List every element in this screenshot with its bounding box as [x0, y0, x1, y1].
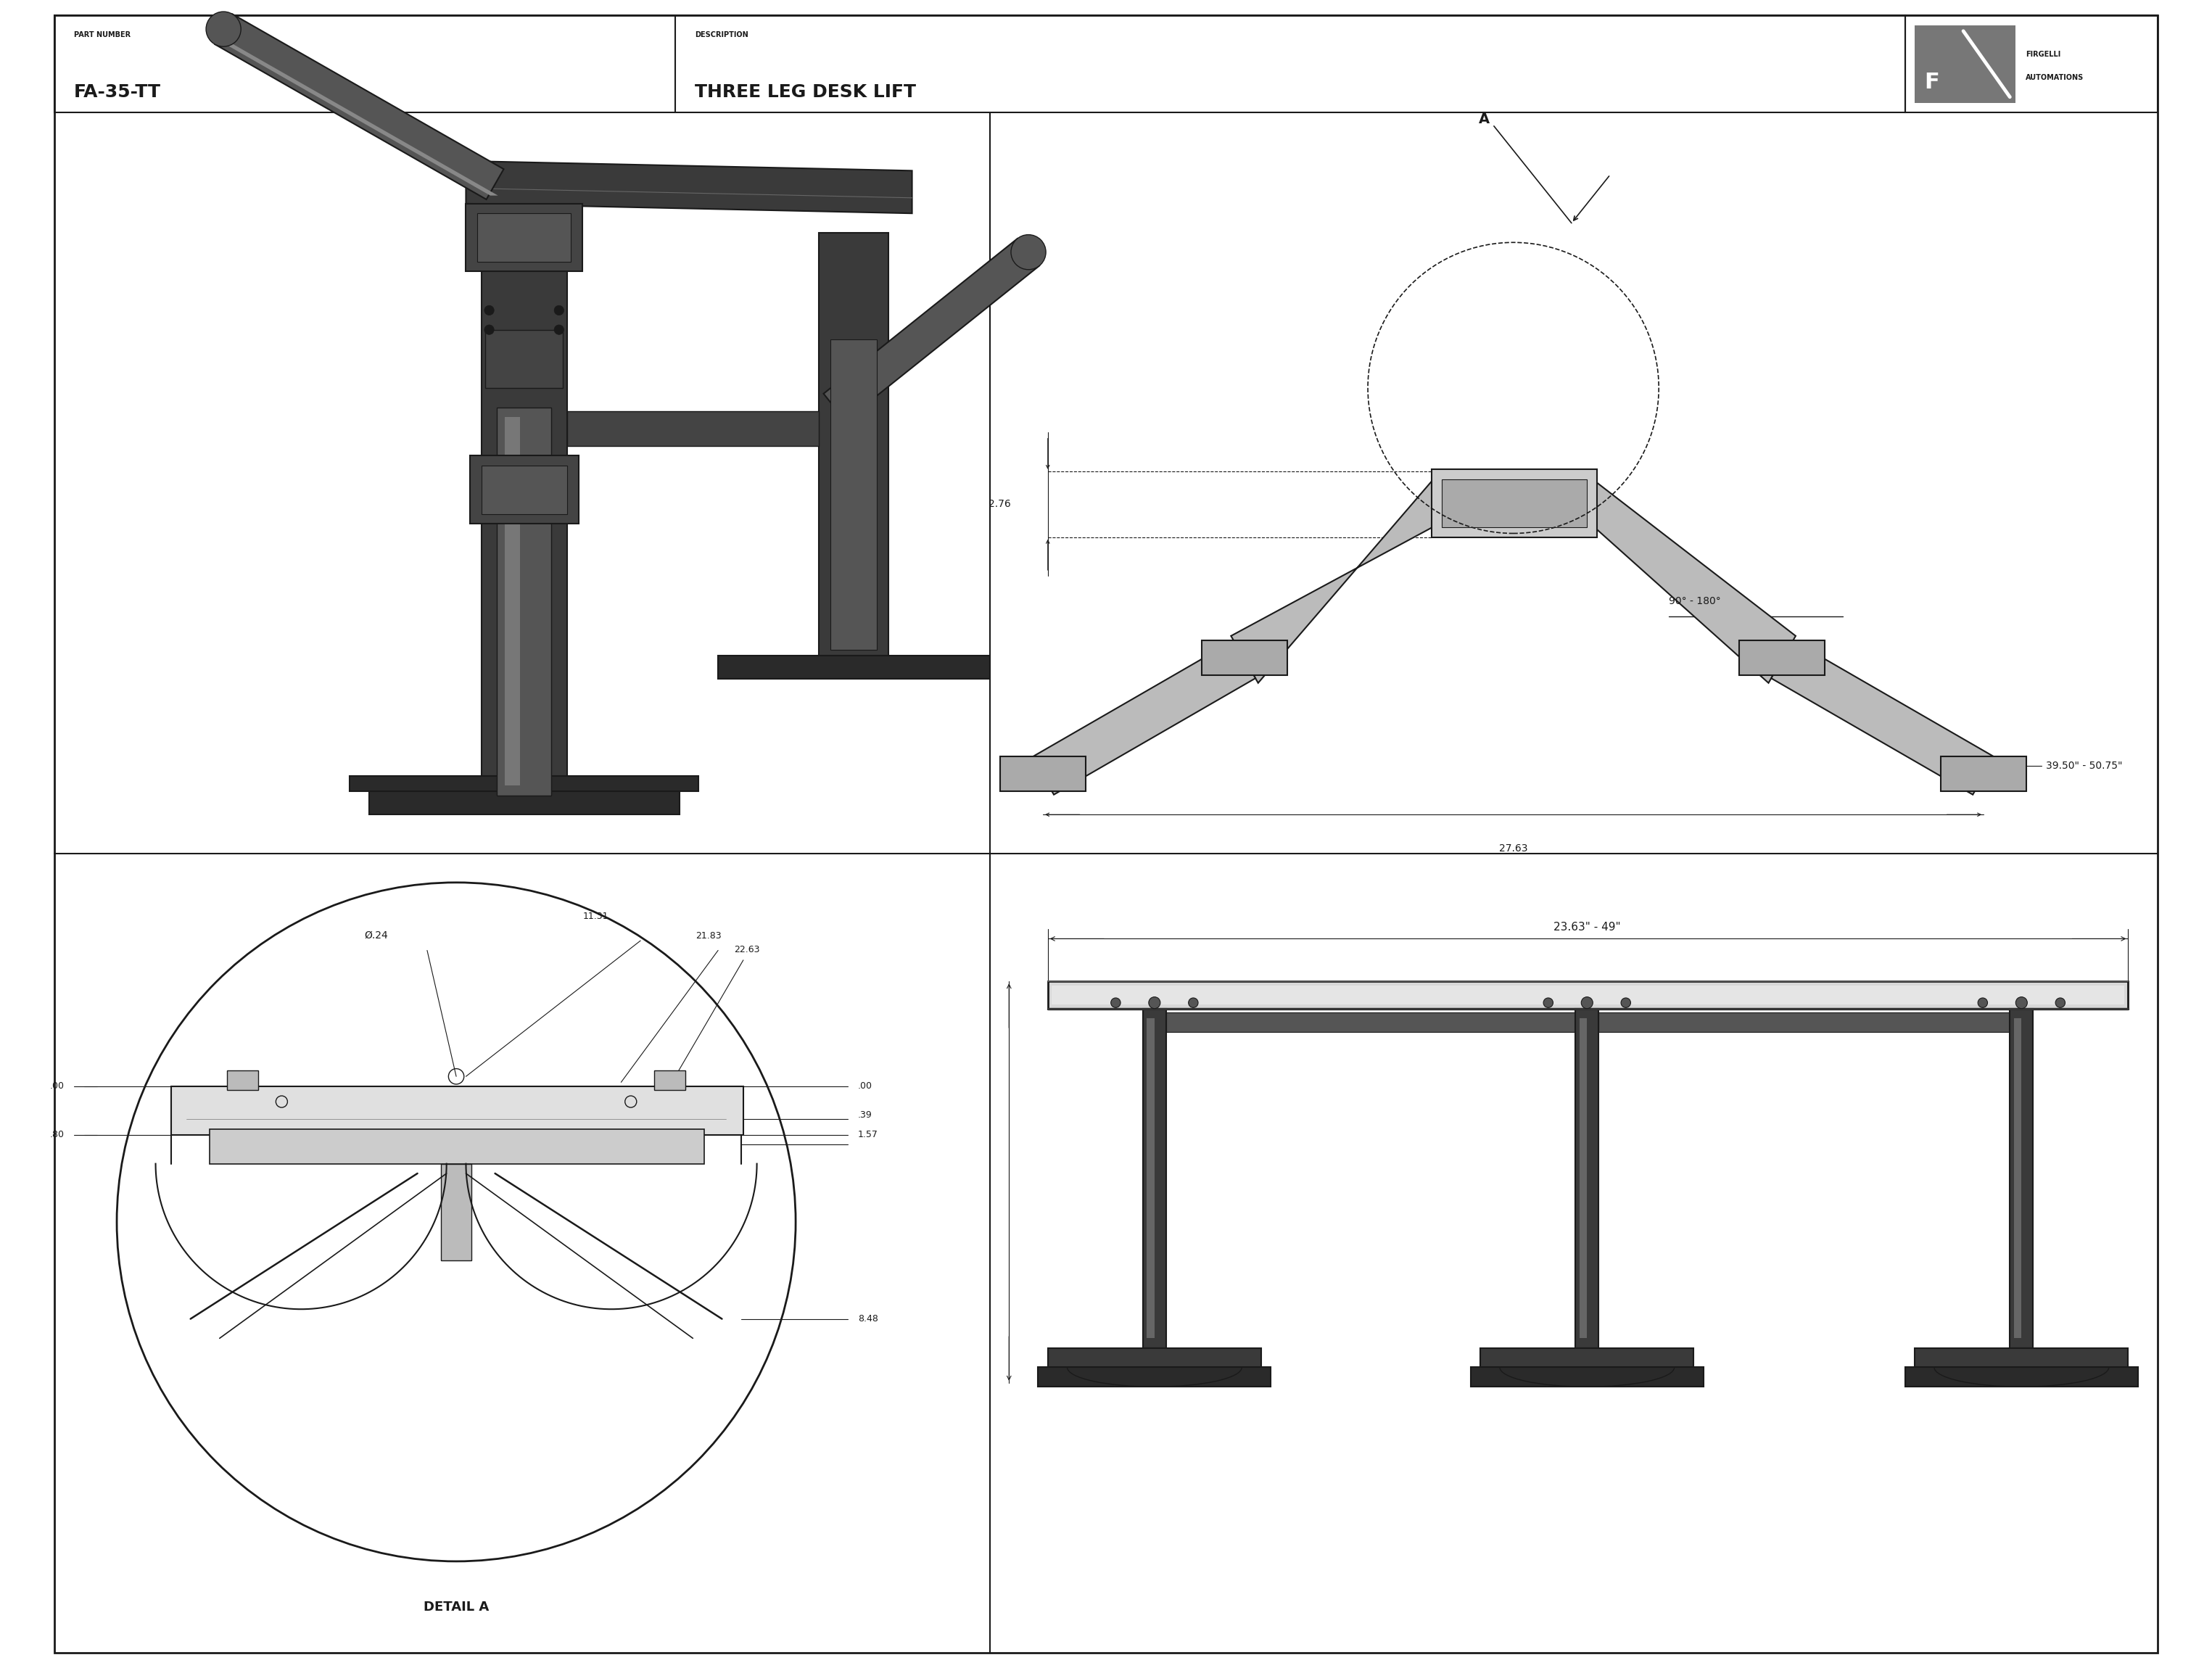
Text: DETAIL A: DETAIL A [422, 1601, 489, 1613]
Text: 22.63: 22.63 [734, 944, 761, 954]
Text: FIRGELLI: FIRGELLI [2026, 50, 2059, 58]
Text: 39.50" - 50.75": 39.50" - 50.75" [2046, 761, 2121, 771]
Bar [655, 1071, 686, 1089]
Bar [440, 1164, 471, 1261]
Bar [482, 465, 566, 514]
Bar [469, 455, 577, 524]
Text: 1.57: 1.57 [858, 1129, 878, 1139]
Text: 2.76: 2.76 [989, 499, 1011, 509]
Bar [1144, 1009, 1166, 1348]
Text: Ø.24: Ø.24 [365, 931, 389, 941]
Circle shape [484, 305, 493, 315]
Text: 21.83: 21.83 [695, 931, 721, 941]
Circle shape [1978, 997, 1989, 1007]
Bar [2013, 1017, 2022, 1338]
Bar [1051, 986, 2124, 1004]
Bar [467, 203, 582, 272]
Bar [566, 412, 818, 445]
Bar [719, 656, 989, 679]
Circle shape [555, 325, 564, 335]
Text: .80: .80 [51, 1129, 64, 1139]
Circle shape [2055, 997, 2066, 1007]
Bar [1480, 1348, 1694, 1371]
Text: .00: .00 [858, 1081, 872, 1091]
Bar [1916, 25, 2015, 103]
Text: .39: .39 [858, 1111, 872, 1119]
Circle shape [206, 12, 241, 47]
Polygon shape [215, 13, 504, 200]
Bar [1579, 1017, 1586, 1338]
Circle shape [1188, 997, 1199, 1007]
Bar [1471, 1368, 1703, 1386]
Bar [504, 417, 520, 786]
Bar [1048, 981, 2128, 1009]
Text: THREE LEG DESK LIFT: THREE LEG DESK LIFT [695, 83, 916, 100]
Text: 23.63" - 49": 23.63" - 49" [1553, 922, 1621, 932]
Bar [1431, 469, 1597, 537]
Bar [1905, 1368, 2137, 1386]
Text: 11.31: 11.31 [584, 912, 608, 921]
Circle shape [1148, 997, 1161, 1009]
Polygon shape [1595, 480, 1796, 682]
Bar [1146, 1017, 1155, 1338]
Text: A: A [1480, 112, 1489, 127]
Circle shape [555, 305, 564, 315]
Bar [210, 1129, 703, 1164]
Bar [1905, 15, 2157, 112]
Polygon shape [467, 162, 911, 214]
Bar [349, 776, 699, 791]
Bar [2011, 1009, 2033, 1348]
Bar [818, 234, 889, 659]
Bar [1575, 1009, 1599, 1348]
Bar [369, 791, 679, 814]
Bar [1166, 1012, 1575, 1032]
Text: DESCRIPTION: DESCRIPTION [695, 32, 748, 38]
Text: AUTOMATIONS: AUTOMATIONS [2026, 73, 2084, 82]
Bar [1940, 756, 2026, 791]
Text: 27.63: 27.63 [1500, 844, 1528, 854]
Bar [55, 112, 989, 854]
Bar [1201, 641, 1287, 676]
Bar [228, 1071, 259, 1089]
Circle shape [1582, 997, 1593, 1009]
Text: 8.48: 8.48 [858, 1314, 878, 1324]
Text: FA-35-TT: FA-35-TT [75, 83, 161, 100]
Polygon shape [1772, 641, 1995, 794]
Bar [484, 330, 562, 389]
Bar [55, 15, 1905, 112]
Circle shape [1011, 235, 1046, 270]
Bar [830, 339, 878, 651]
Circle shape [1544, 997, 1553, 1007]
Bar [482, 252, 566, 796]
Circle shape [484, 325, 493, 335]
Text: PART NUMBER: PART NUMBER [75, 32, 131, 38]
Polygon shape [823, 239, 1040, 420]
Polygon shape [1033, 641, 1256, 794]
Bar [498, 407, 551, 796]
Bar [1048, 1348, 1261, 1371]
Circle shape [1110, 997, 1121, 1007]
Bar [1599, 1012, 2011, 1032]
Bar [1739, 641, 1825, 676]
Bar [1000, 756, 1086, 791]
Circle shape [1621, 997, 1630, 1007]
Bar [1916, 1348, 2128, 1371]
Text: .00: .00 [51, 1081, 64, 1091]
Polygon shape [1232, 480, 1431, 682]
Bar [478, 214, 571, 262]
Text: 90° - 180°: 90° - 180° [1668, 595, 1721, 607]
Text: F: F [1924, 72, 1940, 93]
Bar [989, 854, 2157, 1653]
Bar [170, 1086, 743, 1134]
Bar [1037, 1368, 1272, 1386]
Circle shape [117, 882, 796, 1561]
Polygon shape [219, 40, 498, 195]
Circle shape [2015, 997, 2028, 1009]
Bar [55, 854, 989, 1653]
Bar [1442, 479, 1586, 527]
Bar [989, 112, 2157, 854]
